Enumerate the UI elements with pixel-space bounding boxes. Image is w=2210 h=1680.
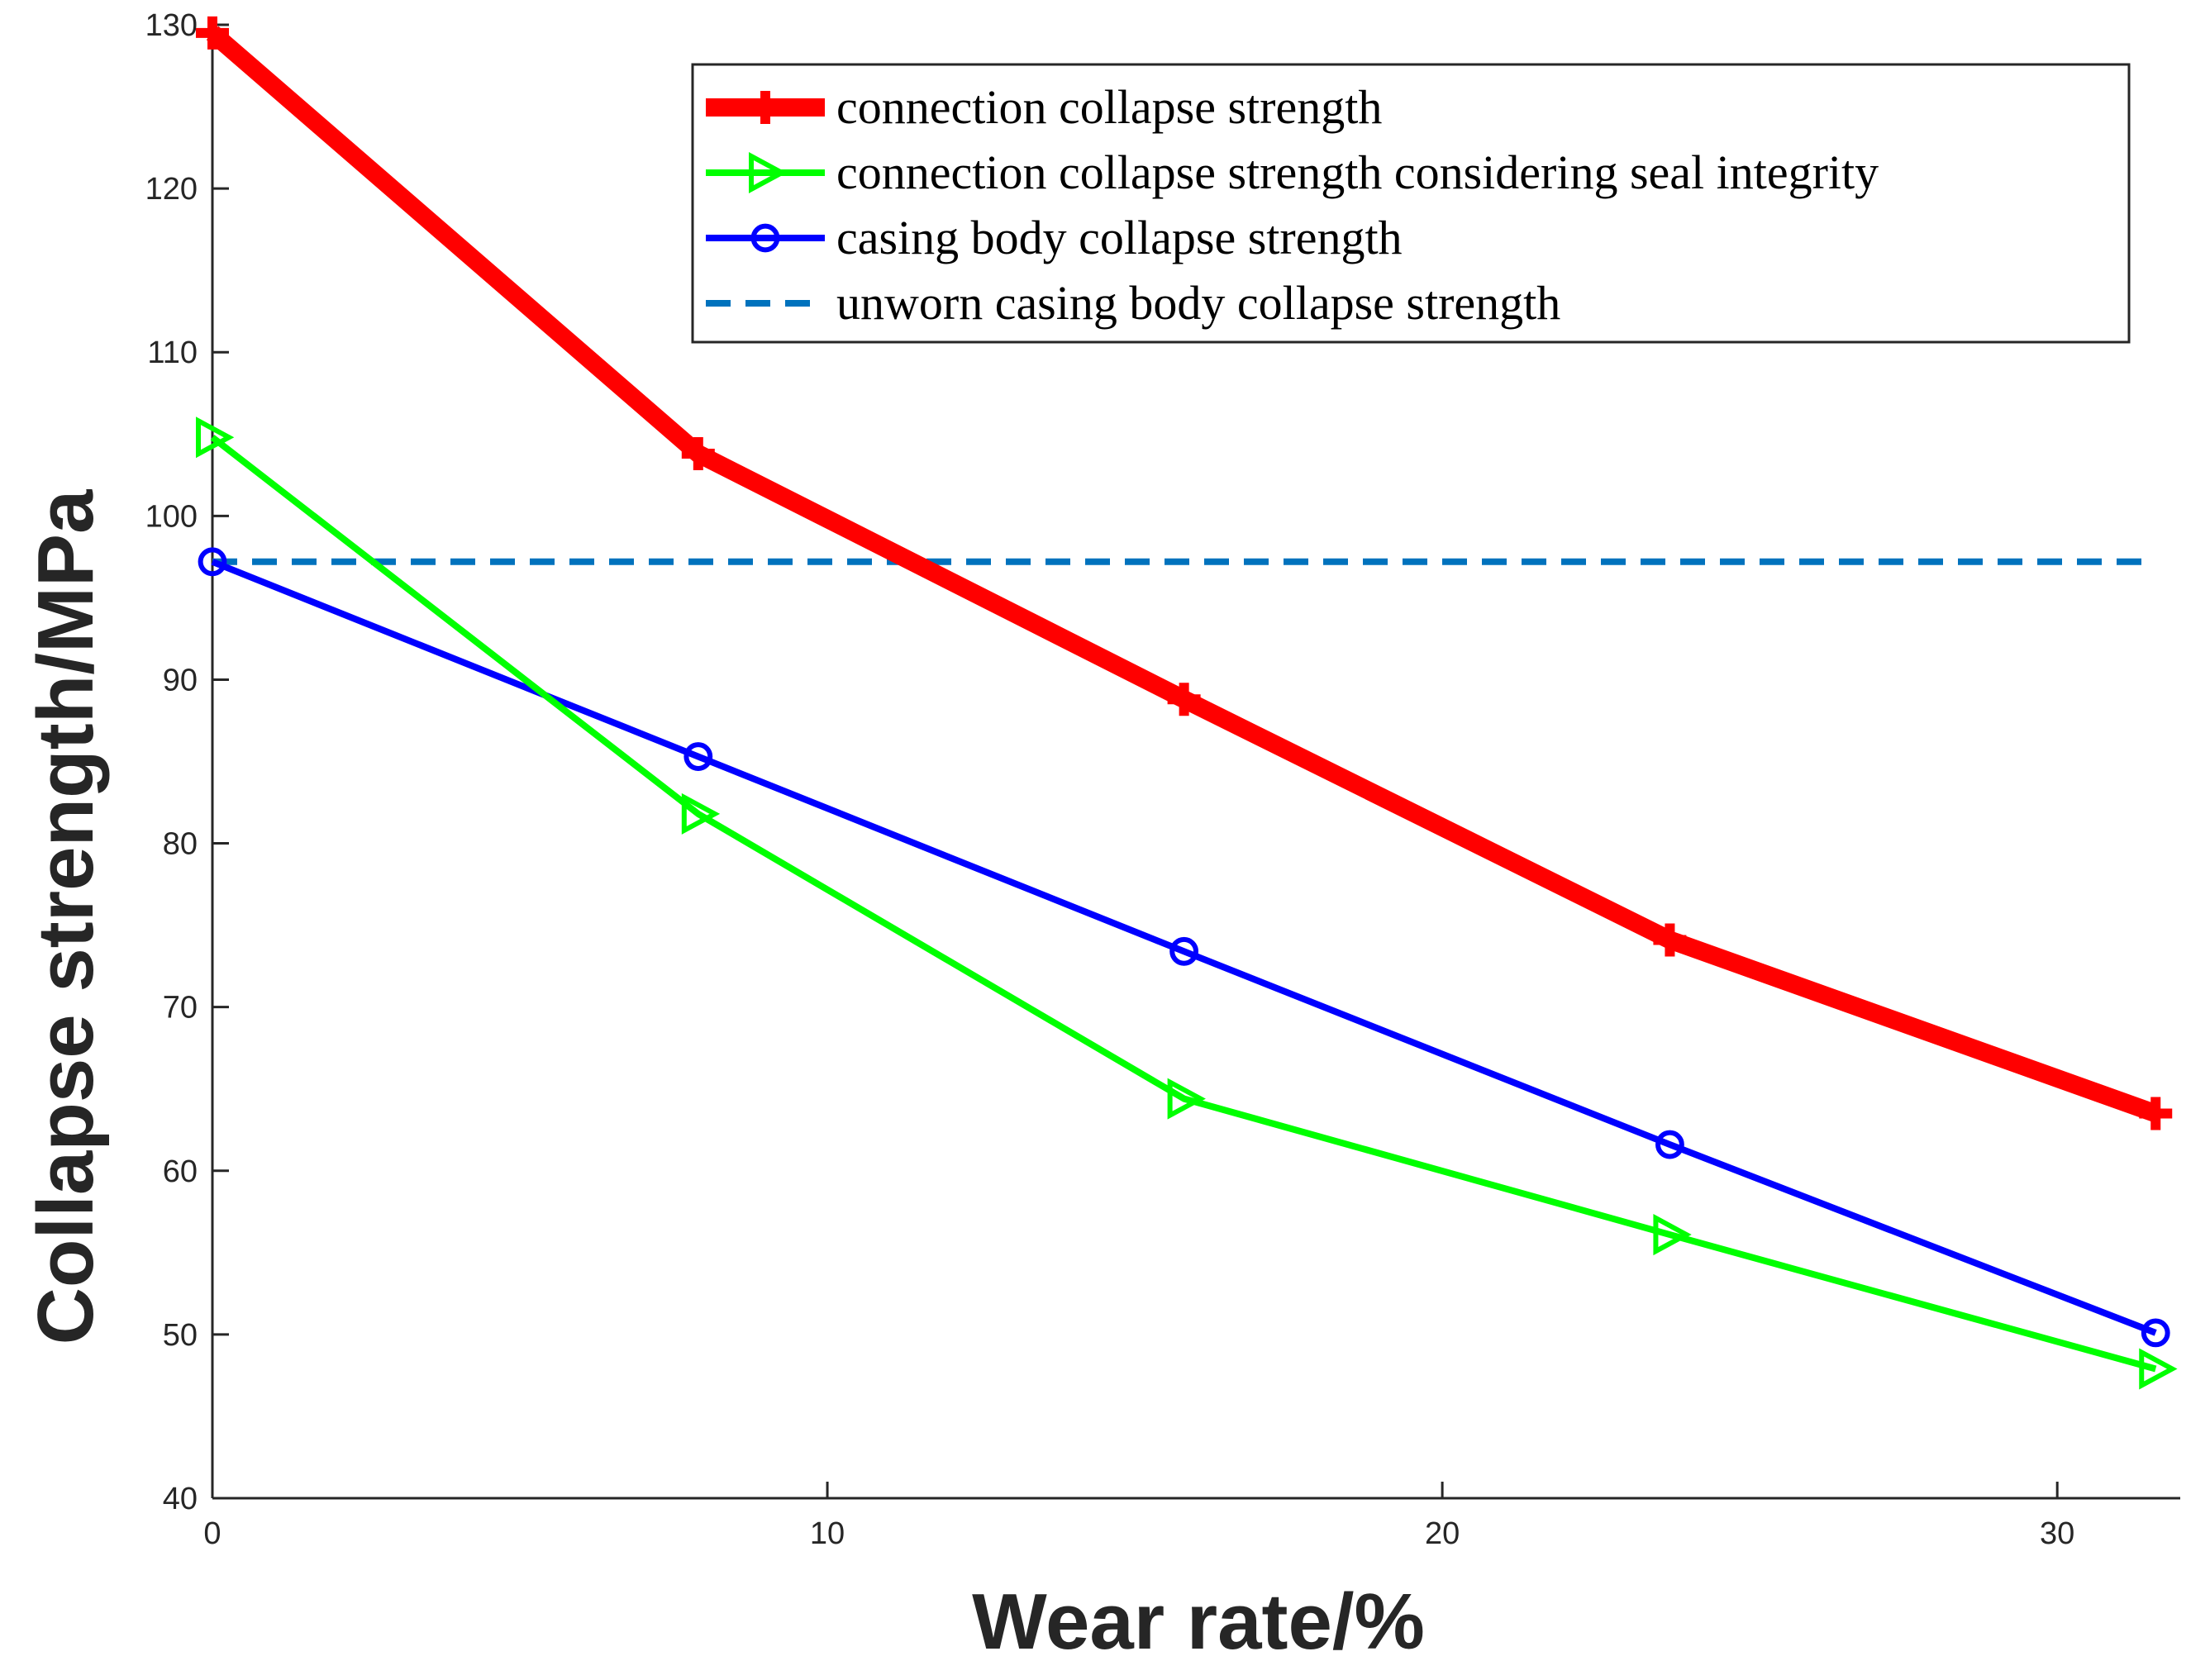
series-0 <box>196 16 2173 1130</box>
data-point <box>198 547 227 577</box>
data-point <box>1653 1214 1692 1256</box>
legend: connection collapse strength connection c… <box>691 63 2131 344</box>
series-2 <box>198 547 2170 1348</box>
legend-box <box>691 63 2131 344</box>
y-tick-label: 40 <box>163 1482 198 1516</box>
y-tick-label: 70 <box>163 991 198 1026</box>
data-point <box>1167 1078 1206 1120</box>
x-tick-label: 30 <box>2040 1516 2074 1551</box>
series-1 <box>196 416 2178 1390</box>
legend-marker <box>749 151 788 194</box>
y-axis-title: Collapse strength/MPa <box>21 489 110 1344</box>
series-line <box>210 435 2157 1373</box>
data-point <box>196 416 235 459</box>
data-point <box>681 792 721 835</box>
data-point <box>2141 1318 2170 1348</box>
x-axis-title: Wear rate/% <box>972 1578 1425 1666</box>
legend-item-2: casing body collapse strength <box>706 211 1403 264</box>
y-tick-label: 80 <box>163 827 198 862</box>
legend-label: connection collapse strength <box>836 80 1382 134</box>
y-tick-label: 60 <box>163 1154 198 1189</box>
y-tick-label: 100 <box>145 499 198 534</box>
data-point <box>683 742 713 771</box>
x-tick-label: 20 <box>1425 1516 1460 1551</box>
x-tick-label: 10 <box>810 1516 845 1551</box>
y-tick-label: 50 <box>163 1318 198 1353</box>
x-tick-label: 0 <box>203 1516 221 1551</box>
legend-label: connection collapse strength considering… <box>836 145 1879 199</box>
y-tick-label: 110 <box>147 336 198 370</box>
data-point <box>1655 1130 1684 1159</box>
y-tick-label: 120 <box>145 172 198 207</box>
y-tick-label: 90 <box>163 663 198 697</box>
data-point <box>1169 936 1199 966</box>
series-line <box>211 559 2157 1336</box>
legend-marker <box>750 223 780 253</box>
data-point <box>2139 1348 2178 1390</box>
legend-item-1: connection collapse strength considering… <box>706 145 1879 199</box>
legend-item-0: connection collapse strength <box>706 80 1382 134</box>
series-layer <box>196 16 2178 1390</box>
legend-label: unworn casing body collapse strength <box>836 276 1560 330</box>
axes-layer: 0 10 20 30 40 50 60 70 80 90 100 110 120 130 <box>145 8 2180 1551</box>
y-tick-label: 130 <box>145 8 198 43</box>
legend-label: casing body collapse strength <box>836 211 1403 264</box>
legend-item-3: unworn casing body collapse strength <box>706 276 1560 330</box>
